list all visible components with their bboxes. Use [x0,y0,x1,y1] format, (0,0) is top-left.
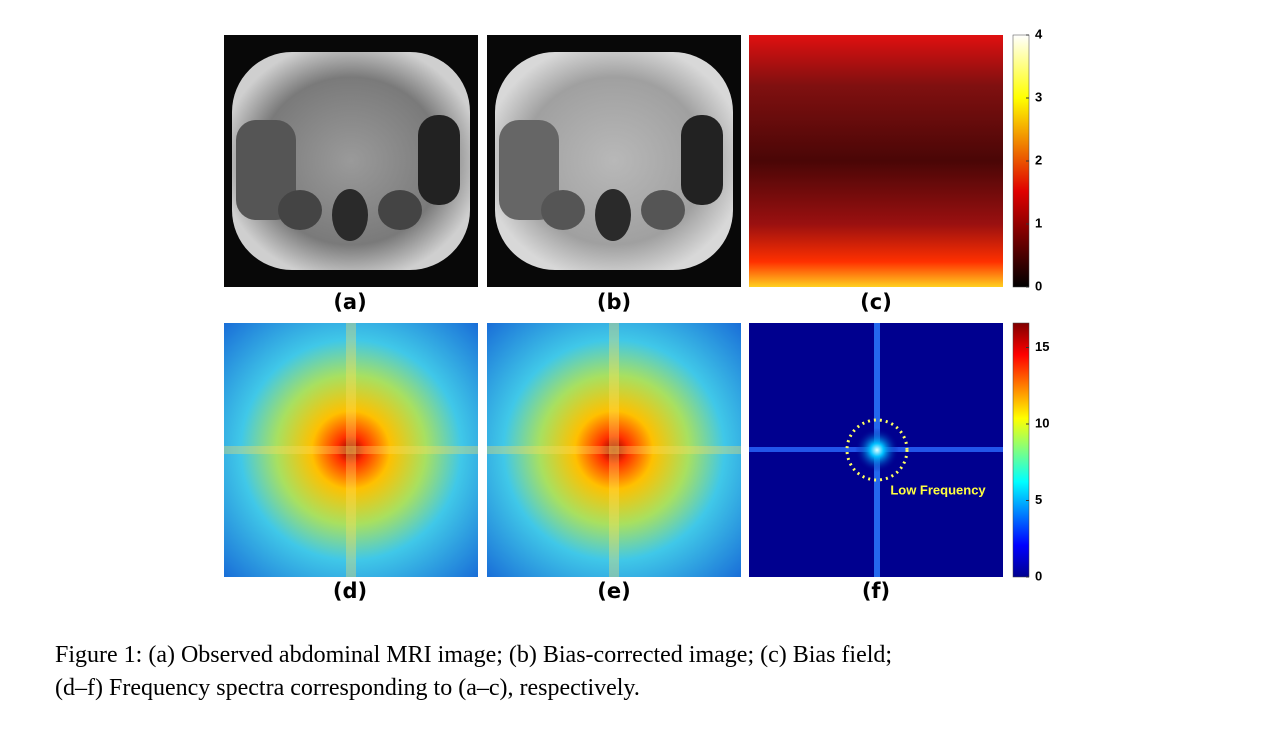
colorbar-tick-label: 4 [1035,26,1043,41]
mri-observed [224,35,478,287]
colorbar-tick-label: 2 [1035,152,1042,167]
annotation: Low Frequency [890,482,986,497]
colorbar-tick-label: 0 [1035,278,1042,293]
panel-label: (b) [597,290,631,314]
colorbar-tick-label: 1 [1035,215,1042,230]
panel-label: (f) [862,579,890,603]
bias-field [749,35,1003,287]
panel-label: (e) [597,579,630,603]
mri-corrected [487,35,741,287]
colorbar-tick-label: 5 [1035,492,1042,507]
spectrum-corrected [487,323,741,577]
colorbar-tick-label: 0 [1035,568,1042,583]
colorbar-tick-label: 3 [1035,89,1042,104]
panel-label: (a) [333,290,366,314]
colorbar-tick-label: 10 [1035,415,1049,430]
spectrum-bias: Low Frequency [749,323,1003,577]
panel-label: (d) [333,579,367,603]
spectrum-observed [224,323,478,577]
colorbar-tick-label: 15 [1035,339,1049,354]
panel-label: (c) [860,290,892,314]
colorbar-jet [1012,322,1030,578]
caption: Figure 1: (a) Observed abdominal MRI ima… [55,642,892,668]
caption: (d–f) Frequency spectra corresponding to… [55,675,640,701]
